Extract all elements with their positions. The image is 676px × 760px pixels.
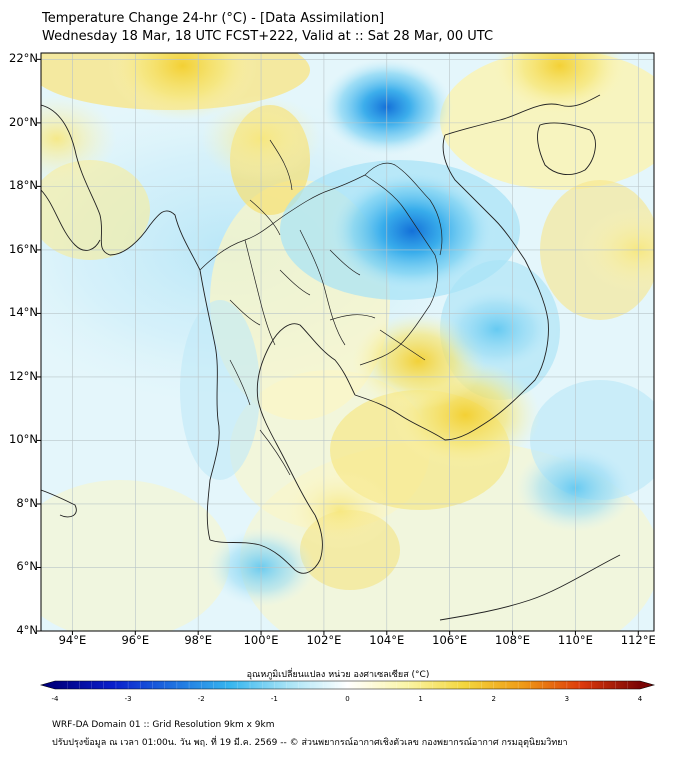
colorbar [39, 680, 656, 690]
lat-label: 14°N [9, 305, 38, 320]
lat-label: 20°N [9, 114, 38, 129]
lon-label: 96°E [121, 633, 150, 647]
colorbar-tick-label: -2 [197, 695, 205, 703]
soft-cold-area [180, 300, 260, 480]
warm-anomaly-5 [41, 94, 117, 183]
colorbar-tick-label: 1 [418, 695, 423, 703]
lon-label: 98°E [184, 633, 212, 647]
colorbar-tick-label: 3 [564, 695, 570, 703]
graticule [41, 53, 654, 631]
colorbar-outline [39, 680, 656, 690]
colorbar-tick-label: 0 [345, 695, 350, 703]
lat-label: 6°N [16, 559, 38, 574]
coastlines [41, 94, 621, 621]
colorbar-title: อุณหภูมิเปลี่ยนแปลง หน่วย องศาเซลเซียส (… [246, 670, 430, 680]
lon-label: 106°E [432, 633, 468, 647]
map-frame [40, 52, 655, 632]
map-title: Temperature Change 24-hr (°C) - [Data As… [42, 11, 385, 26]
lat-label: 16°N [9, 241, 38, 256]
admin-borders [199, 139, 443, 476]
lat-label: 18°N [9, 178, 38, 193]
lon-label: 100°E [243, 633, 279, 647]
lon-label: 94°E [58, 633, 87, 647]
lon-label: 104°E [369, 633, 405, 647]
lon-label: 102°E [306, 633, 342, 647]
lon-label: 108°E [495, 633, 531, 647]
colorbar-tick-label: -3 [124, 695, 132, 703]
lat-label: 10°N [9, 432, 38, 447]
colorbar-tick-label: 4 [637, 695, 643, 703]
warm-anomaly-7 [285, 470, 394, 550]
lat-label: 8°N [16, 495, 38, 510]
warm-anomaly-4 [493, 53, 626, 115]
cold-anomaly-0 [327, 169, 496, 293]
footer-model-info: WRF-DA Domain 01 :: Grid Resolution 9km … [52, 720, 275, 730]
footer-credit: ปรับปรุงข้อมูล ณ เวลา 01:00น. วัน พฤ. ที… [52, 738, 568, 748]
colorbar-min-extension [41, 681, 55, 689]
colorbar-tick-label: -4 [51, 695, 59, 703]
map-subtitle: Wednesday 18 Mar, 18 UTC FCST+222, Valid… [42, 29, 494, 44]
lat-label: 12°N [9, 368, 38, 383]
soft-warm-area [41, 160, 150, 260]
axis-ticks [37, 58, 639, 635]
colorbar-tick-label: -1 [270, 695, 278, 703]
lat-label: 4°N [16, 623, 38, 637]
warm-anomaly-0 [107, 53, 258, 121]
anomaly-blobs [41, 53, 654, 608]
colorbar-tick-label: 2 [491, 695, 496, 703]
lon-label: 110°E [557, 633, 593, 647]
lon-label: 112°E [620, 633, 656, 647]
lat-label: 22°N [9, 51, 38, 66]
cold-anomaly-2 [436, 285, 557, 374]
map-field [41, 53, 654, 631]
colorbar-max-extension [640, 681, 654, 689]
